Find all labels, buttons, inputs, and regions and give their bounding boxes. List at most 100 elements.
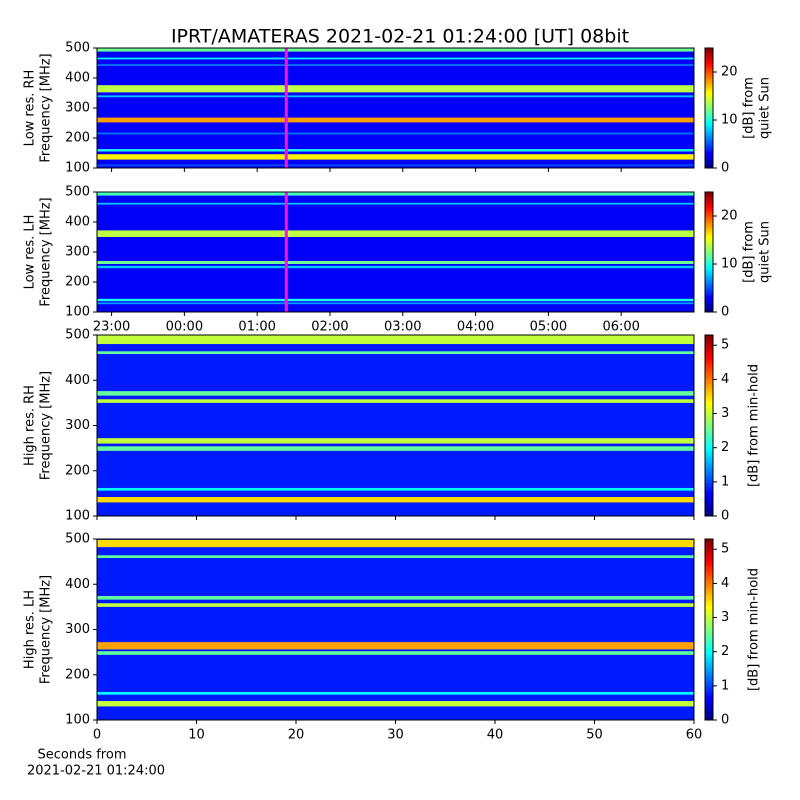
colorbar-segment xyxy=(705,258,713,261)
colorbar-segment xyxy=(705,551,713,555)
colorbar-segment xyxy=(705,56,713,59)
colorbar-segment xyxy=(705,54,713,57)
colorbar-segment xyxy=(705,156,713,159)
colorbar-label: [dB] from min-hold xyxy=(747,364,762,487)
colorbar-segment xyxy=(705,128,713,131)
heatmap-band xyxy=(97,351,694,355)
colorbar-segment xyxy=(705,431,713,436)
x-tick-label: 06:00 xyxy=(602,320,639,335)
x-tick-label: 30 xyxy=(387,728,404,743)
colorbar-segment xyxy=(705,218,713,221)
heatmap-band xyxy=(97,391,694,396)
colorbar-label: [dB] from min-hold xyxy=(747,568,762,691)
y-axis-label: Low res. RH xyxy=(23,70,38,147)
y-tick-label: 300 xyxy=(65,245,90,260)
colorbar-segment xyxy=(705,88,713,91)
colorbar-segment xyxy=(705,470,713,475)
colorbar-segment xyxy=(705,298,713,301)
x-tick-label: 60 xyxy=(686,728,703,743)
heatmap-band xyxy=(97,48,694,52)
colorbar-segment xyxy=(705,596,713,600)
colorbar-segment xyxy=(705,374,713,378)
colorbar-segment xyxy=(705,623,713,627)
colorbar-segment xyxy=(705,100,713,103)
colorbar-segment xyxy=(705,581,713,585)
colorbar-tick-label: 0 xyxy=(721,161,729,176)
colorbar-segment xyxy=(705,268,713,271)
colorbar-segment xyxy=(705,389,713,393)
colorbar-segment xyxy=(705,196,713,199)
y-axis-label: Frequency [MHz] xyxy=(39,575,54,684)
colorbar-segment xyxy=(705,419,713,423)
heatmap-band xyxy=(97,399,694,403)
colorbar-segment xyxy=(705,404,713,408)
y-tick-label: 300 xyxy=(65,622,90,637)
colorbar-segment xyxy=(705,599,713,603)
x-tick-label: 03:00 xyxy=(384,320,421,335)
colorbar-tick-label: 1 xyxy=(721,474,729,489)
colorbar-segment xyxy=(705,368,713,372)
heatmap-band xyxy=(97,132,694,135)
colorbar-segment xyxy=(705,132,713,135)
colorbar-segment xyxy=(705,452,713,457)
colorbar-tick-label: 4 xyxy=(721,576,729,591)
y-tick-label: 400 xyxy=(65,71,90,86)
colorbar-segment xyxy=(705,467,713,472)
colorbar-segment xyxy=(705,92,713,95)
colorbar-segment xyxy=(705,206,713,209)
colorbar-segment xyxy=(705,542,713,546)
colorbar-segment xyxy=(705,539,713,543)
heatmap-background xyxy=(97,539,694,720)
colorbar-segment xyxy=(705,248,713,251)
colorbar-segment xyxy=(705,304,713,307)
y-tick-label: 300 xyxy=(65,101,90,116)
colorbar-segment xyxy=(705,383,713,387)
heatmap-band xyxy=(97,700,694,707)
colorbar-segment xyxy=(705,698,713,703)
colorbar-segment xyxy=(705,449,713,454)
chart-title: IPRT/AMATERAS 2021-02-21 01:24:00 [UT] 0… xyxy=(171,26,629,48)
colorbar-segment xyxy=(705,230,713,233)
x-tick-label: 23:00 xyxy=(93,320,130,335)
colorbar-segment xyxy=(705,578,713,582)
colorbar-segment xyxy=(705,641,713,646)
colorbar-segment xyxy=(705,162,713,165)
colorbar-segment xyxy=(705,674,713,679)
colorbar-segment xyxy=(705,164,713,167)
y-axis-label: Frequency [MHz] xyxy=(39,53,54,162)
colorbar-segment xyxy=(705,302,713,305)
colorbar-segment xyxy=(705,246,713,249)
heatmap-band xyxy=(97,57,694,60)
heatmap-band xyxy=(97,438,694,444)
x-tick-label: 0 xyxy=(93,728,101,743)
colorbar-segment xyxy=(705,437,713,442)
colorbar-segment xyxy=(705,566,713,570)
colorbar-segment xyxy=(705,500,713,505)
heatmap-band xyxy=(97,603,694,607)
colorbar-segment xyxy=(705,617,713,621)
colorbar-segment xyxy=(705,222,713,225)
colorbar-tick-label: 1 xyxy=(721,678,729,693)
y-tick-label: 200 xyxy=(65,131,90,146)
colorbar-segment xyxy=(705,232,713,235)
colorbar-segment xyxy=(705,130,713,133)
colorbar-segment xyxy=(705,166,713,169)
colorbar-segment xyxy=(705,98,713,101)
colorbar-segment xyxy=(705,294,713,297)
colorbar-segment xyxy=(705,458,713,463)
heatmap-band xyxy=(97,539,694,548)
heatmap-background xyxy=(97,48,694,168)
y-axis-label: High res. RH xyxy=(23,385,38,466)
x-tick-label: 05:00 xyxy=(530,320,567,335)
heatmap-band xyxy=(97,117,694,123)
colorbar-label: [dB] from xyxy=(742,77,757,139)
colorbar-segment xyxy=(705,136,713,139)
colorbar-segment xyxy=(705,686,713,691)
y-axis-label: High res. LH xyxy=(23,590,38,669)
colorbar-tick-label: 2 xyxy=(721,440,729,455)
colorbar-segment xyxy=(705,310,713,313)
colorbar-segment xyxy=(705,68,713,71)
colorbar-segment xyxy=(705,116,713,119)
colorbar-segment xyxy=(705,250,713,253)
